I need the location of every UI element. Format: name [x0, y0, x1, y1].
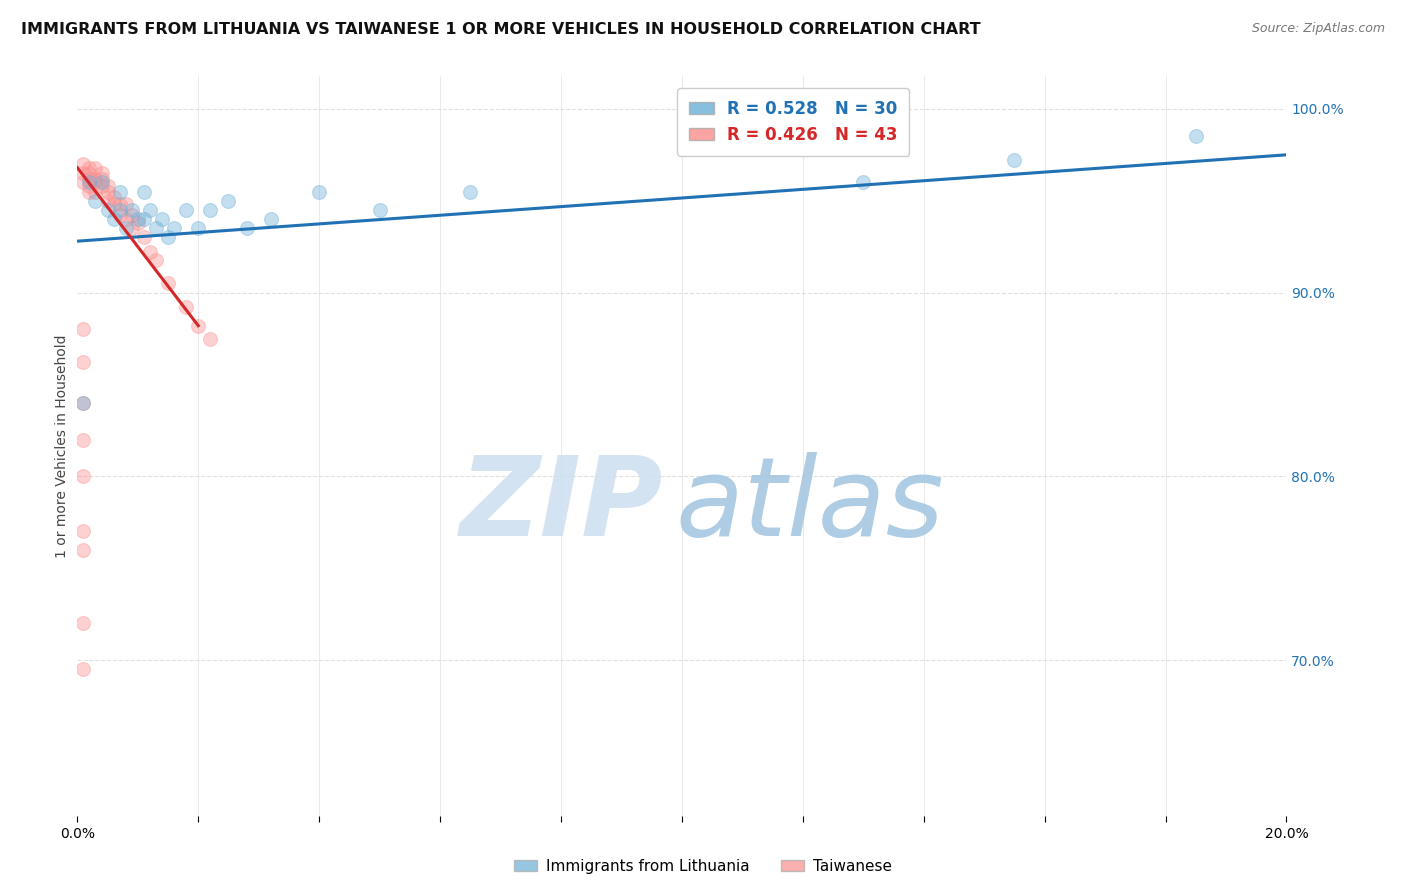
- Point: [90, 171, 112, 186]
- Point: [72, 524, 94, 539]
- Point: [127, 216, 149, 230]
- Point: [368, 202, 391, 217]
- Point: [121, 209, 143, 223]
- Point: [163, 221, 186, 235]
- Text: IMMIGRANTS FROM LITHUANIA VS TAIWANESE 1 OR MORE VEHICLES IN HOUSEHOLD CORRELATI: IMMIGRANTS FROM LITHUANIA VS TAIWANESE 1…: [21, 22, 981, 37]
- Point: [114, 221, 136, 235]
- Point: [157, 277, 180, 291]
- Point: [79, 179, 101, 194]
- Point: [114, 197, 136, 211]
- Point: [108, 197, 131, 211]
- Point: [72, 396, 94, 410]
- Text: Source: ZipAtlas.com: Source: ZipAtlas.com: [1251, 22, 1385, 36]
- Point: [132, 230, 155, 244]
- Point: [72, 396, 94, 410]
- Point: [79, 171, 101, 186]
- Point: [108, 185, 131, 199]
- Point: [72, 175, 94, 189]
- Point: [235, 221, 257, 235]
- Point: [79, 185, 101, 199]
- Point: [72, 322, 94, 336]
- Point: [852, 175, 875, 189]
- Point: [218, 194, 240, 208]
- Point: [90, 175, 112, 189]
- Point: [121, 221, 143, 235]
- Point: [108, 202, 131, 217]
- Point: [103, 212, 125, 227]
- Point: [132, 185, 155, 199]
- Point: [72, 469, 94, 483]
- Point: [79, 175, 101, 189]
- Point: [114, 212, 136, 227]
- Point: [187, 318, 209, 333]
- Point: [84, 194, 107, 208]
- Point: [139, 202, 162, 217]
- Point: [187, 221, 209, 235]
- Point: [96, 202, 118, 217]
- Point: [200, 332, 222, 346]
- Point: [145, 221, 167, 235]
- Point: [72, 616, 94, 631]
- Legend: R = 0.528   N = 30, R = 0.426   N = 43: R = 0.528 N = 30, R = 0.426 N = 43: [678, 87, 910, 155]
- Point: [260, 212, 283, 227]
- Point: [90, 179, 112, 194]
- Point: [103, 197, 125, 211]
- Point: [308, 185, 330, 199]
- Point: [150, 212, 173, 227]
- Point: [174, 202, 197, 217]
- Point: [72, 433, 94, 447]
- Point: [84, 161, 107, 175]
- Point: [108, 209, 131, 223]
- Point: [84, 171, 107, 186]
- Point: [72, 157, 94, 171]
- Point: [96, 185, 118, 199]
- Point: [1184, 129, 1206, 144]
- Point: [72, 355, 94, 369]
- Point: [72, 542, 94, 557]
- Text: atlas: atlas: [676, 451, 945, 558]
- Point: [458, 185, 481, 199]
- Point: [96, 179, 118, 194]
- Point: [139, 245, 162, 260]
- Point: [145, 252, 167, 267]
- Point: [90, 166, 112, 180]
- Point: [1004, 153, 1026, 168]
- Text: ZIP: ZIP: [460, 451, 664, 558]
- Y-axis label: 1 or more Vehicles in Household: 1 or more Vehicles in Household: [55, 334, 69, 558]
- Point: [96, 194, 118, 208]
- Point: [174, 301, 197, 315]
- Point: [103, 190, 125, 204]
- Point: [79, 161, 101, 175]
- Point: [72, 166, 94, 180]
- Point: [157, 230, 180, 244]
- Point: [132, 212, 155, 227]
- Legend: Immigrants from Lithuania, Taiwanese: Immigrants from Lithuania, Taiwanese: [508, 853, 898, 880]
- Point: [84, 185, 107, 199]
- Point: [121, 202, 143, 217]
- Point: [200, 202, 222, 217]
- Point: [72, 662, 94, 676]
- Point: [79, 166, 101, 180]
- Point: [127, 212, 149, 227]
- Point: [84, 175, 107, 189]
